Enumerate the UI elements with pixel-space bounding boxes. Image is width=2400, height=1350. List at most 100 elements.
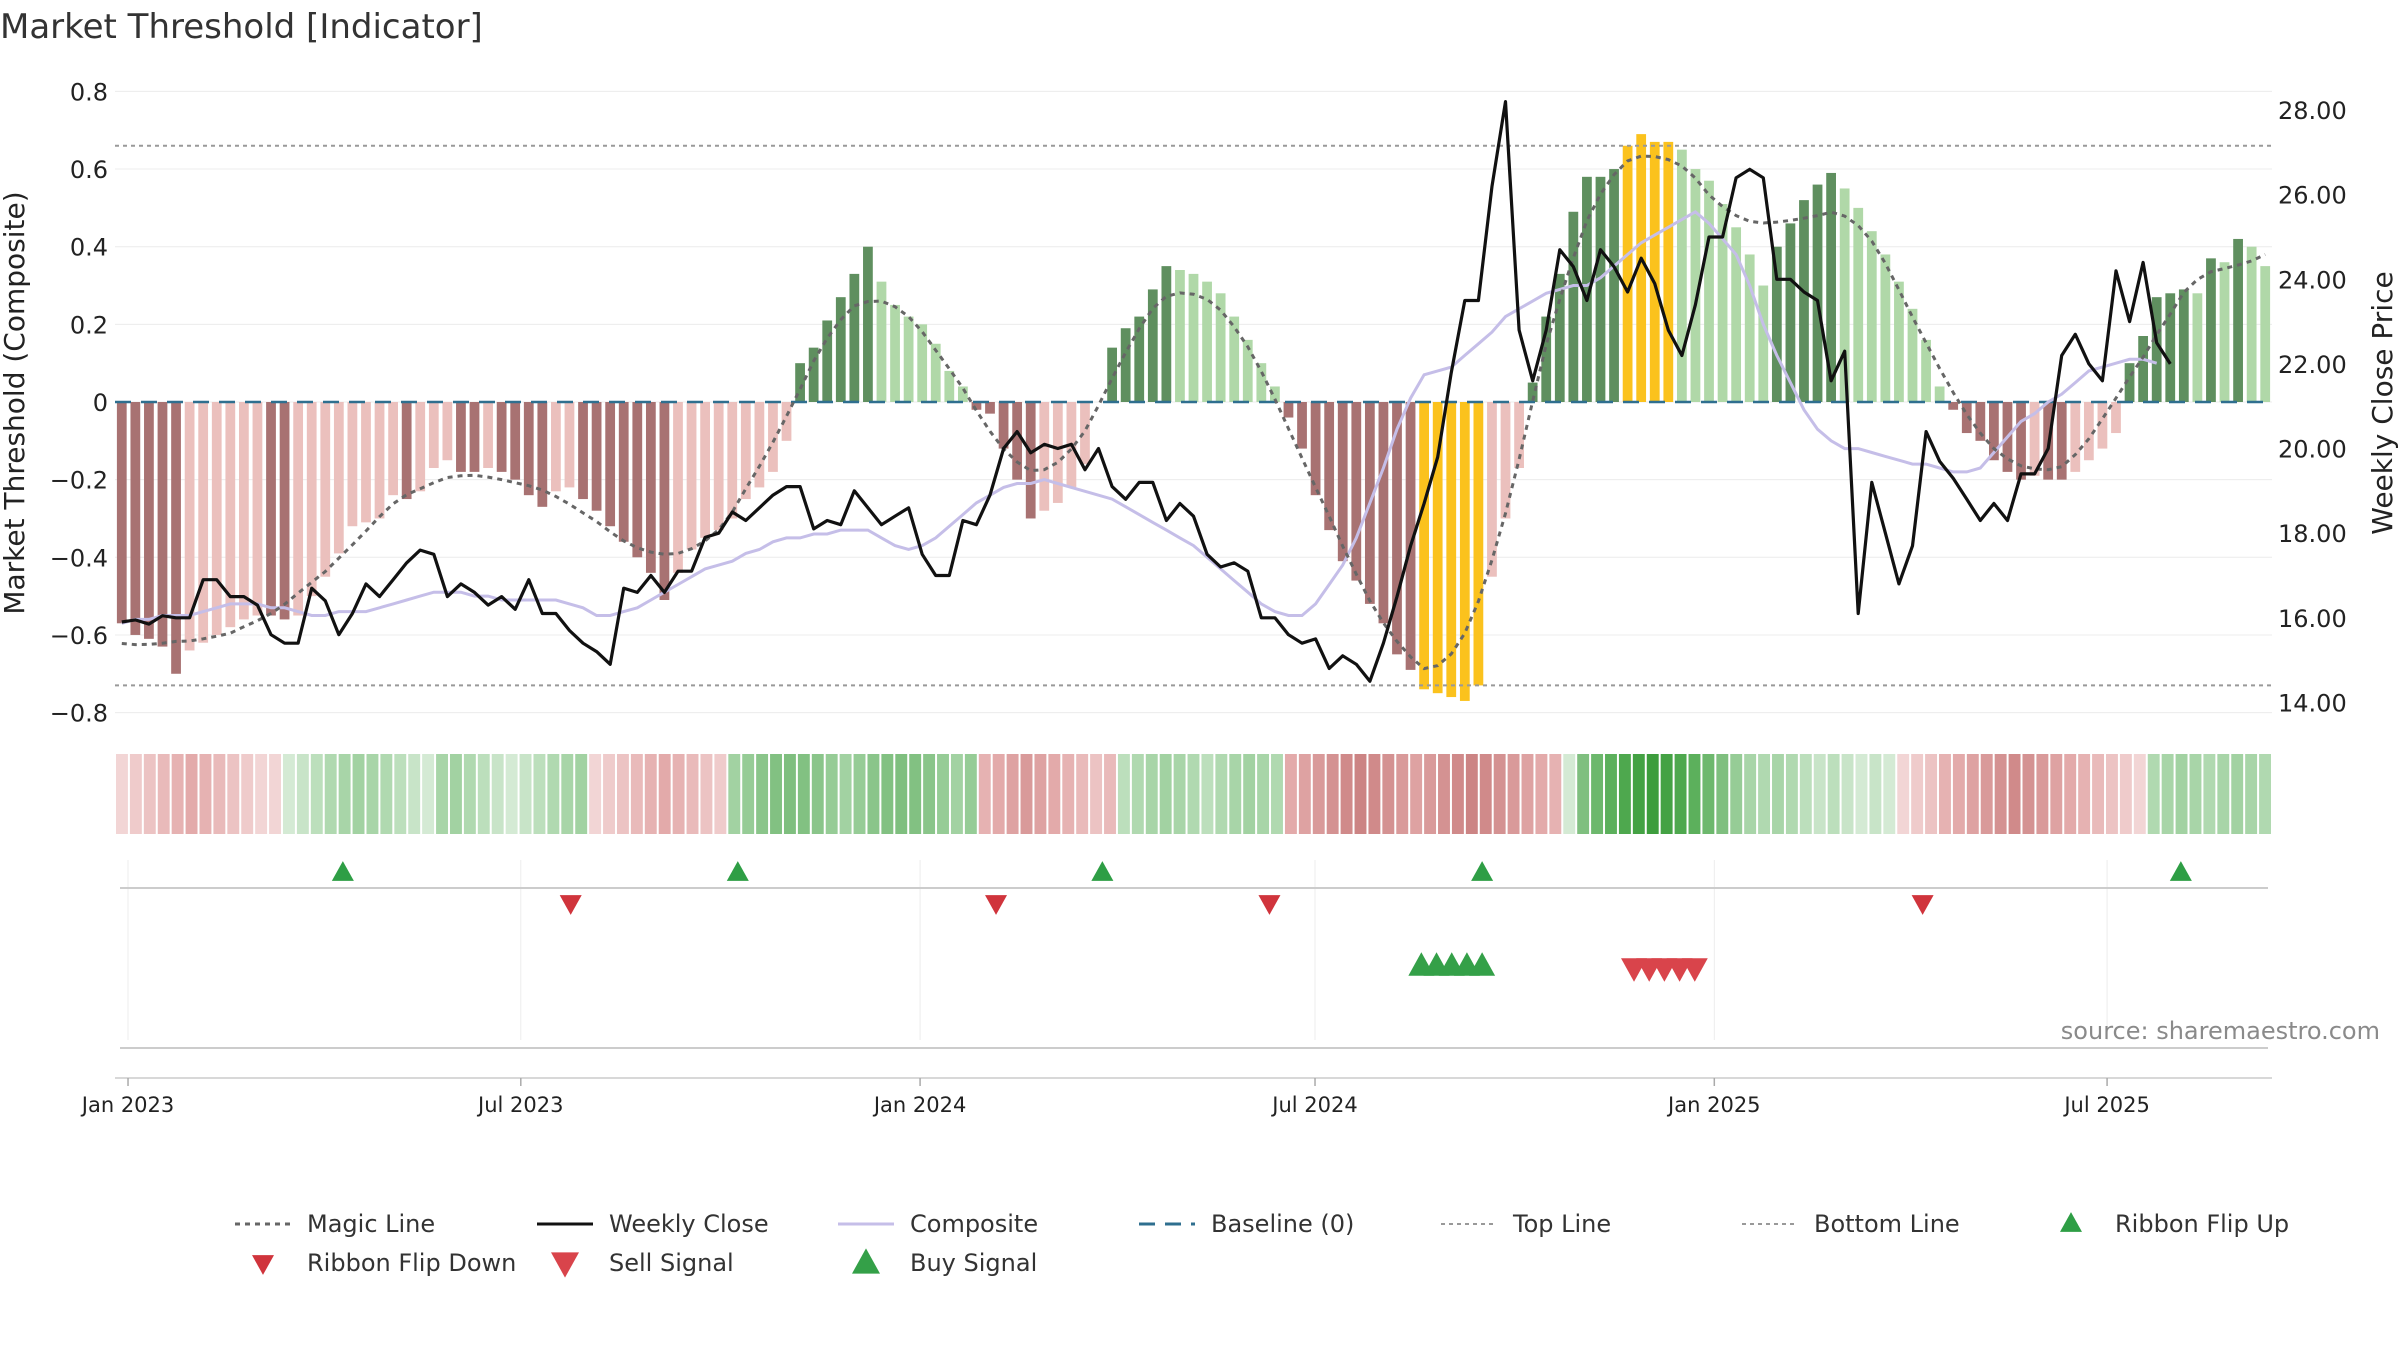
- ribbon-cell: [505, 754, 518, 834]
- composite-bar: [130, 402, 141, 635]
- ribbon-cell: [644, 754, 657, 834]
- composite-bar: [876, 281, 887, 402]
- ribbon-cell: [1326, 754, 1339, 834]
- ribbon-cell: [1396, 754, 1409, 834]
- composite-bar: [740, 402, 751, 500]
- composite-bar: [632, 402, 643, 558]
- composite-bar: [1012, 402, 1023, 480]
- ribbon-cell: [2106, 754, 2118, 834]
- composite-bar: [469, 402, 480, 472]
- ribbon-cell: [1368, 754, 1381, 834]
- ribbon-cell: [825, 754, 838, 834]
- composite-bar: [537, 402, 548, 507]
- ribbon-cell: [867, 754, 880, 834]
- legend-item-sell: Sell Signal: [551, 1249, 734, 1278]
- composite-bar: [618, 402, 629, 542]
- composite-bar: [930, 343, 941, 402]
- composite-bar: [1351, 402, 1362, 581]
- composite-bar: [1242, 339, 1253, 402]
- ribbon-cell: [408, 754, 421, 834]
- composite-bar: [1107, 347, 1117, 402]
- composite-bar: [157, 402, 168, 647]
- ribbon-cell: [213, 754, 226, 834]
- ribbon-cell: [1591, 754, 1604, 834]
- ribbon-flip-up-marker: [1471, 861, 1494, 881]
- composite-bar: [2138, 336, 2149, 402]
- composite-bar: [198, 402, 209, 643]
- composite-bar: [2083, 402, 2094, 461]
- ribbon-cell: [1911, 754, 1924, 834]
- composite-bar: [333, 402, 344, 554]
- series-lines: [121, 99, 2266, 683]
- composite-bar: [985, 402, 995, 414]
- composite-bar: [1446, 402, 1457, 698]
- composite-bar: [1961, 402, 1972, 434]
- right-tick-label: 22.00: [2278, 351, 2347, 379]
- composite-bars: [116, 134, 2271, 701]
- ribbon-cell: [1104, 754, 1116, 834]
- right-tick-label: 26.00: [2278, 182, 2347, 210]
- chart-title: Market Threshold [Indicator]: [0, 7, 483, 47]
- ribbon-cell: [519, 754, 532, 834]
- ribbon-cell: [950, 754, 963, 834]
- left-axis-label: Market Threshold (Composite): [0, 191, 31, 614]
- composite-bar: [1500, 402, 1511, 519]
- left-tick-label: −0.2: [50, 467, 108, 495]
- ribbon-cell: [2147, 754, 2160, 834]
- ribbon-cell: [1006, 754, 1019, 834]
- ribbon-flip-down-marker: [1911, 895, 1934, 915]
- ribbon-cell: [1145, 754, 1158, 834]
- ribbon-flip-up-marker: [726, 861, 749, 881]
- ribbon-cell: [797, 754, 810, 834]
- composite-bar: [944, 370, 955, 402]
- ribbon-cell: [2161, 754, 2174, 834]
- composite-bar: [266, 402, 276, 616]
- composite-bar: [2233, 238, 2243, 402]
- x-tick-label: Jul 2025: [2062, 1093, 2149, 1117]
- composite-bar: [808, 347, 819, 402]
- ribbon-cell: [1827, 754, 1840, 834]
- composite-bar: [496, 402, 507, 472]
- composite-bar: [2111, 402, 2121, 434]
- ribbon-cell: [686, 754, 699, 834]
- legend-label: Weekly Close: [609, 1210, 769, 1238]
- left-tick-label: −0.6: [50, 622, 108, 650]
- composite-bar: [1649, 141, 1660, 402]
- ribbon-cell: [1618, 754, 1631, 834]
- composite-bar: [1459, 402, 1470, 701]
- composite-bar: [225, 402, 236, 628]
- composite-bar: [1622, 145, 1633, 402]
- ribbon-cell: [978, 754, 991, 834]
- ribbon-cell: [1563, 754, 1576, 834]
- composite-bar: [279, 402, 290, 620]
- ribbon-cell: [1577, 754, 1590, 834]
- legend-item-baseline: Baseline (0): [1139, 1210, 1354, 1238]
- composite-bar: [795, 363, 805, 402]
- composite-bar: [2029, 402, 2040, 476]
- ribbon-cell: [477, 754, 490, 834]
- ribbon-cell: [296, 754, 309, 834]
- ribbon-cell: [658, 754, 671, 834]
- right-tick-label: 16.00: [2278, 605, 2347, 633]
- ribbon-cell: [2078, 754, 2091, 834]
- legend-label: Ribbon Flip Up: [2115, 1210, 2289, 1238]
- composite-bar: [1025, 402, 1036, 519]
- composite-bar: [1419, 402, 1430, 690]
- composite-bar: [1948, 402, 1959, 410]
- ribbon-cell: [1076, 754, 1089, 834]
- ribbon-cell: [1841, 754, 1854, 834]
- ribbon-cell: [881, 754, 894, 834]
- ribbon-cell: [324, 754, 337, 834]
- ribbon-cell: [1173, 754, 1186, 834]
- ribbon-cell: [143, 754, 156, 834]
- composite-bar: [2124, 363, 2135, 402]
- source-note: source: sharemaestro.com: [2061, 1017, 2380, 1045]
- ribbon-cell: [1980, 754, 1993, 834]
- ribbon-cell: [1994, 754, 2007, 834]
- ribbon-cell: [129, 754, 142, 834]
- composite-bar: [2192, 293, 2203, 402]
- composite-bar: [686, 402, 697, 550]
- ribbon-cell: [1451, 754, 1464, 834]
- composite-bar: [1161, 266, 1172, 402]
